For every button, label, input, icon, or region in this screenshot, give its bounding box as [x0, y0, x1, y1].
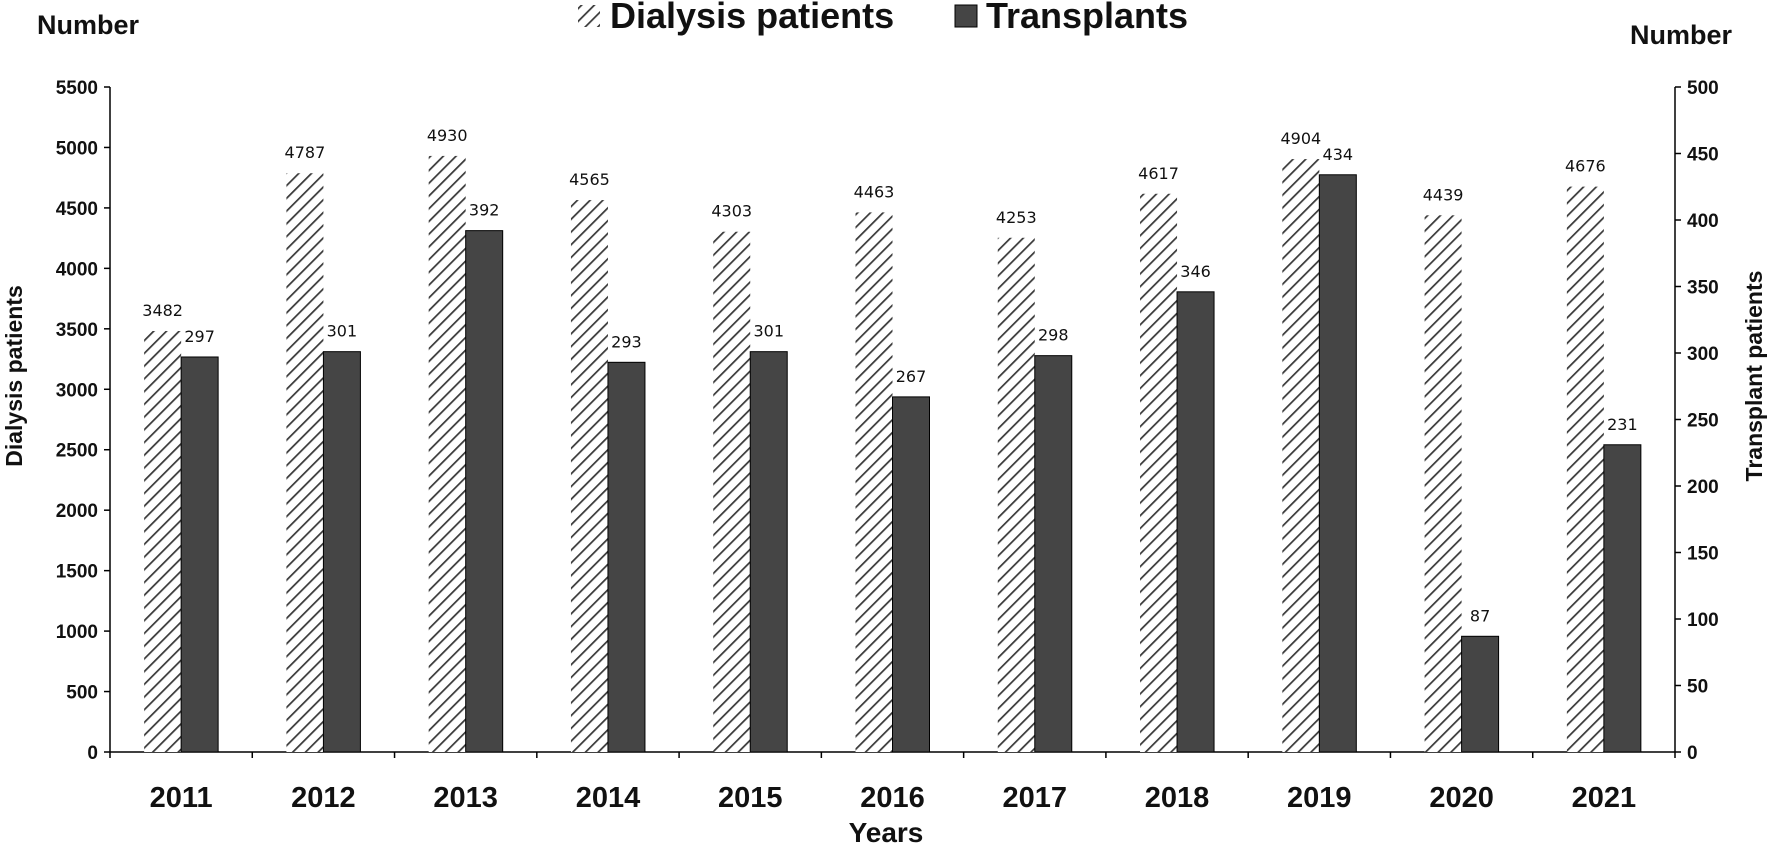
bar-dialysis-2020 — [1424, 215, 1462, 752]
data-label-transplants-2013: 392 — [469, 201, 500, 220]
data-label-dialysis-2014: 4565 — [569, 170, 610, 189]
left-tick-label: 2000 — [56, 501, 98, 522]
bar-transplants-2011 — [180, 356, 219, 753]
data-label-dialysis-2020: 4439 — [1423, 185, 1464, 204]
x-category-label-2017: 2017 — [1003, 782, 1068, 814]
data-label-transplants-2020: 87 — [1470, 606, 1490, 625]
right-tick-label: 400 — [1687, 211, 1719, 232]
left-tick-label: 1000 — [56, 622, 98, 643]
data-label-dialysis-2016: 4463 — [854, 182, 895, 201]
data-label-dialysis-2018: 4617 — [1138, 164, 1179, 183]
right-tick-label: 200 — [1687, 477, 1719, 498]
data-label-transplants-2017: 298 — [1038, 326, 1069, 345]
data-label-transplants-2014: 293 — [611, 332, 642, 351]
data-label-transplants-2021: 231 — [1607, 415, 1638, 434]
x-category-label-2011: 2011 — [150, 782, 213, 814]
left-tick-label: 4500 — [56, 199, 98, 220]
left-tick-label: 5500 — [56, 78, 98, 99]
data-label-dialysis-2011: 3482 — [142, 301, 183, 320]
bar-dialysis-2017 — [997, 237, 1035, 753]
left-tick-label: 2500 — [56, 441, 98, 462]
legend-swatch-transplants — [954, 4, 978, 28]
right-corner-label: Number — [1630, 20, 1733, 50]
right-tick-label: 450 — [1687, 145, 1719, 166]
bar-transplants-2018 — [1176, 291, 1215, 753]
bars — [144, 155, 1642, 753]
data-label-transplants-2012: 301 — [327, 322, 358, 341]
bar-dialysis-2021 — [1566, 186, 1604, 752]
tick-labels: 0500100015002000250030003500400045005000… — [56, 78, 1719, 814]
bar-transplants-2013 — [465, 230, 504, 753]
bar-transplants-2014 — [607, 361, 646, 753]
data-label-dialysis-2021: 4676 — [1565, 157, 1606, 176]
bar-transplants-2012 — [322, 351, 361, 753]
bar-dialysis-2019 — [1282, 159, 1320, 752]
data-label-dialysis-2019: 4904 — [1280, 129, 1321, 148]
left-corner-label: Number — [37, 10, 140, 40]
right-tick-label: 350 — [1687, 278, 1719, 299]
data-label-dialysis-2017: 4253 — [996, 208, 1037, 227]
left-tick-label: 500 — [66, 683, 98, 704]
x-category-label-2012: 2012 — [291, 782, 356, 814]
x-category-label-2015: 2015 — [718, 782, 783, 814]
data-label-transplants-2015: 301 — [753, 322, 784, 341]
left-tick-label: 5000 — [56, 138, 98, 159]
data-label-dialysis-2015: 4303 — [711, 202, 752, 221]
legend-label-dialysis: Dialysis patients — [610, 0, 894, 36]
bar-transplants-2016 — [892, 396, 930, 753]
left-tick-label: 4000 — [56, 259, 98, 280]
left-tick-label: 3500 — [56, 320, 98, 341]
x-axis-title: Years — [849, 817, 924, 848]
bar-dialysis-2011 — [144, 330, 182, 752]
x-category-label-2020: 2020 — [1429, 782, 1494, 814]
data-label-dialysis-2013: 4930 — [427, 126, 468, 145]
legend-swatch-dialysis — [578, 5, 600, 27]
x-category-label-2016: 2016 — [860, 782, 925, 814]
data-label-transplants-2016: 267 — [896, 367, 927, 386]
x-category-label-2013: 2013 — [433, 782, 498, 814]
right-tick-label: 50 — [1687, 677, 1708, 698]
x-category-label-2019: 2019 — [1287, 782, 1352, 814]
bar-dialysis-2016 — [855, 212, 893, 753]
right-axis-title: Transplant patients — [1741, 271, 1767, 482]
data-label-dialysis-2012: 4787 — [285, 143, 326, 162]
bar-transplants-2017 — [1034, 355, 1073, 753]
bar-transplants-2020 — [1461, 635, 1500, 753]
legend: Dialysis patients Transplants — [578, 0, 1188, 36]
right-tick-label: 250 — [1687, 411, 1719, 432]
data-label-transplants-2018: 346 — [1180, 262, 1211, 281]
bar-dialysis-2013 — [428, 155, 466, 752]
right-tick-label: 300 — [1687, 344, 1719, 365]
data-label-transplants-2011: 297 — [184, 327, 215, 346]
left-tick-label: 1500 — [56, 562, 98, 583]
left-tick-label: 3000 — [56, 380, 98, 401]
right-tick-label: 0 — [1687, 743, 1698, 764]
bar-dialysis-2018 — [1140, 193, 1178, 753]
bar-dialysis-2012 — [286, 173, 324, 752]
x-category-label-2021: 2021 — [1572, 782, 1637, 814]
left-tick-label: 0 — [87, 743, 98, 764]
bar-dialysis-2014 — [570, 200, 608, 753]
left-axis-title: Dialysis patients — [1, 285, 27, 467]
bar-dialysis-2015 — [713, 231, 751, 753]
bar-transplants-2015 — [749, 351, 788, 753]
bar-transplants-2021 — [1603, 444, 1642, 753]
bar-transplants-2019 — [1318, 174, 1357, 753]
x-category-label-2018: 2018 — [1145, 782, 1210, 814]
right-tick-label: 150 — [1687, 544, 1719, 565]
data-label-transplants-2019: 434 — [1323, 145, 1354, 164]
right-tick-label: 100 — [1687, 610, 1719, 631]
right-tick-label: 500 — [1687, 78, 1719, 99]
legend-label-transplants: Transplants — [986, 0, 1188, 36]
x-category-label-2014: 2014 — [576, 782, 641, 814]
